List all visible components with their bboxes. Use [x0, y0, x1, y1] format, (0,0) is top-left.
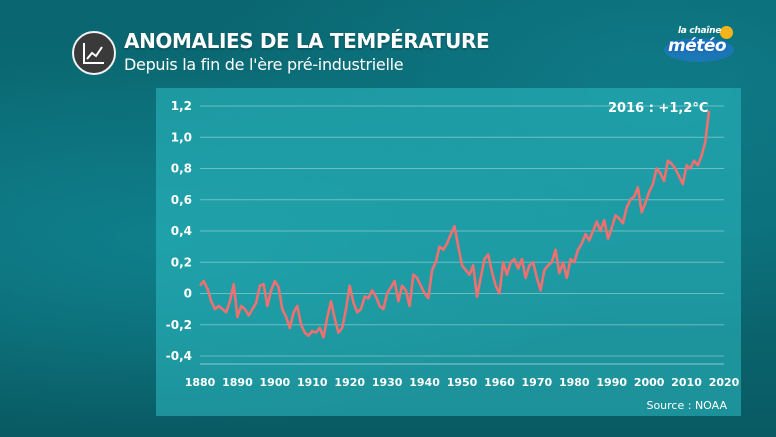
- logo-main-text: météo: [668, 36, 726, 56]
- source-label: Source : NOAA: [646, 399, 727, 412]
- chart-subtitle: Depuis la fin de l'ère pré-industrielle: [124, 55, 403, 74]
- series-line: [200, 111, 709, 338]
- x-tick-label: 2000: [634, 376, 665, 389]
- y-tick-label: 0,8: [171, 162, 192, 176]
- y-tick-label: 0: [184, 287, 192, 301]
- chart-panel: 1,2 1,0 0,8 0,6 0,4 0,2 0 -0,2 -0,4 1880 1890 1900…: [156, 88, 741, 416]
- y-tick-label: 0,6: [171, 193, 192, 207]
- temperature-chart: 1,2 1,0 0,8 0,6 0,4 0,2 0 -0,2 -0,4 1880 1890 1900…: [156, 88, 741, 416]
- x-tick-label: 1950: [447, 376, 478, 389]
- y-tick-label: -0,4: [166, 349, 192, 363]
- x-tick-label: 1880: [185, 376, 216, 389]
- x-tick-label: 1900: [260, 376, 291, 389]
- x-tick-label: 1890: [222, 376, 253, 389]
- chart-annotation: 2016 : +1,2°C: [608, 101, 708, 116]
- chart-title: ANOMALIES DE LA TEMPÉRATURE: [124, 29, 489, 53]
- x-tick-label: 1920: [334, 376, 365, 389]
- line-chart-icon: [72, 31, 116, 75]
- x-tick-label: 1940: [409, 376, 440, 389]
- x-tick-label: 1990: [596, 376, 627, 389]
- y-tick-label: 0,4: [171, 224, 192, 238]
- x-tick-label: 1930: [372, 376, 403, 389]
- x-tick-label: 2010: [671, 376, 702, 389]
- brand-logo: la chaîne météo: [664, 24, 740, 68]
- x-tick-label: 2020: [709, 376, 740, 389]
- x-tick-label: 1970: [522, 376, 553, 389]
- y-tick-label: 0,2: [171, 255, 192, 269]
- y-tick-label: 1,0: [171, 130, 192, 144]
- x-tick-label: 1910: [297, 376, 328, 389]
- logo-small-text: la chaîne: [678, 26, 721, 36]
- x-tick-label: 1960: [484, 376, 515, 389]
- y-tick-label: 1,2: [171, 99, 192, 113]
- x-tick-label: 1980: [559, 376, 590, 389]
- y-tick-label: -0,2: [166, 318, 192, 332]
